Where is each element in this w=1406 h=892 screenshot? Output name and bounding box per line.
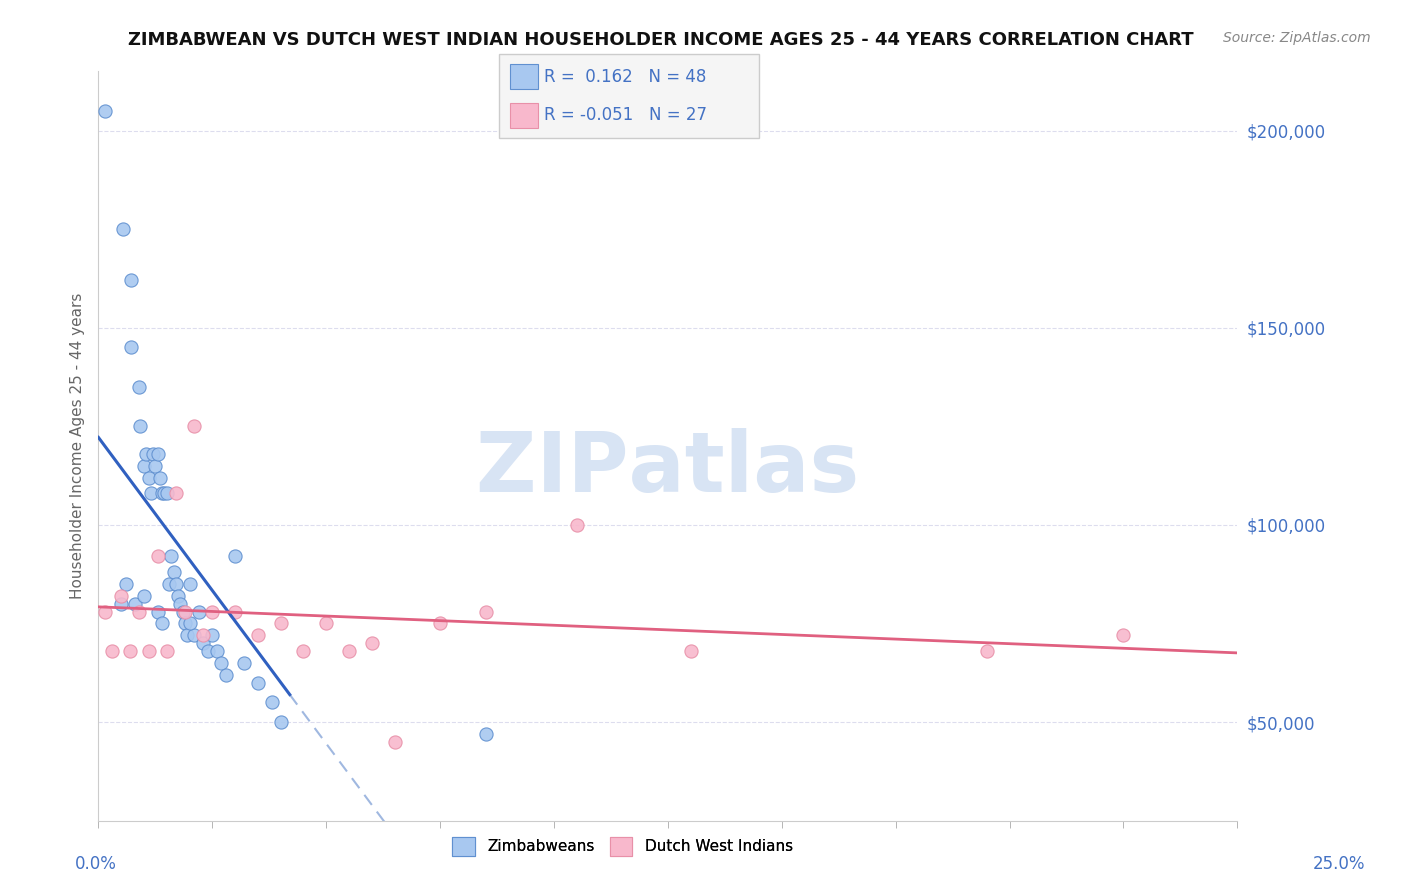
Point	[132, 589, 155, 603]
Point	[260, 695, 283, 709]
Point	[679, 644, 702, 658]
Text: R = -0.051   N = 27: R = -0.051 N = 27	[544, 106, 707, 124]
Point	[153, 486, 176, 500]
Point	[246, 675, 269, 690]
Point	[337, 644, 360, 658]
Point	[114, 577, 136, 591]
Point	[209, 656, 232, 670]
Text: Source: ZipAtlas.com: Source: ZipAtlas.com	[1223, 31, 1371, 45]
Point	[150, 616, 173, 631]
Point	[270, 714, 292, 729]
Point	[193, 628, 215, 642]
Point	[149, 470, 172, 484]
Point	[384, 735, 406, 749]
Y-axis label: Householder Income Ages 25 - 44 years: Householder Income Ages 25 - 44 years	[69, 293, 84, 599]
Text: R =  0.162   N = 48: R = 0.162 N = 48	[544, 68, 706, 86]
Point	[193, 636, 215, 650]
Point	[183, 628, 205, 642]
Point	[174, 605, 197, 619]
Point	[315, 616, 337, 631]
Point	[224, 549, 246, 564]
Point	[201, 605, 224, 619]
Point	[150, 486, 173, 500]
Point	[169, 597, 191, 611]
Point	[197, 644, 219, 658]
Point	[94, 605, 117, 619]
Point	[233, 656, 256, 670]
Point	[142, 447, 165, 461]
Point	[101, 644, 124, 658]
Point	[145, 458, 167, 473]
Point	[224, 605, 246, 619]
Point	[167, 589, 190, 603]
Point	[139, 486, 162, 500]
Point	[156, 486, 179, 500]
Point	[292, 644, 315, 658]
Point	[132, 458, 155, 473]
Point	[156, 644, 179, 658]
Point	[172, 605, 194, 619]
Point	[1112, 628, 1135, 642]
Point	[205, 644, 228, 658]
Point	[474, 727, 496, 741]
Point	[138, 644, 160, 658]
Point	[165, 486, 187, 500]
Point	[165, 577, 187, 591]
Point	[179, 616, 201, 631]
Point	[270, 616, 292, 631]
Point	[112, 222, 135, 236]
Legend: Zimbabweans, Dutch West Indians: Zimbabweans, Dutch West Indians	[446, 830, 799, 862]
Point	[360, 636, 382, 650]
Text: 0.0%: 0.0%	[75, 855, 117, 872]
Point	[183, 419, 205, 434]
Point	[146, 549, 169, 564]
Point	[110, 597, 132, 611]
Point	[976, 644, 998, 658]
Text: ZIP​atlas: ZIP​atlas	[477, 428, 859, 509]
Point	[157, 577, 180, 591]
Point	[162, 565, 184, 579]
Point	[124, 597, 146, 611]
Point	[474, 605, 496, 619]
Point	[128, 605, 150, 619]
Point	[176, 628, 198, 642]
Point	[179, 577, 201, 591]
Point	[565, 517, 588, 532]
Point	[246, 628, 269, 642]
Point	[174, 616, 197, 631]
Point	[215, 667, 238, 681]
Point	[429, 616, 451, 631]
Text: ZIMBABWEAN VS DUTCH WEST INDIAN HOUSEHOLDER INCOME AGES 25 - 44 YEARS CORRELATIO: ZIMBABWEAN VS DUTCH WEST INDIAN HOUSEHOL…	[128, 31, 1194, 49]
Point	[110, 589, 132, 603]
Point	[146, 447, 169, 461]
Point	[138, 470, 160, 484]
Point	[201, 628, 224, 642]
Point	[128, 380, 150, 394]
Point	[146, 605, 169, 619]
Text: 25.0%: 25.0%	[1312, 855, 1365, 872]
Point	[160, 549, 183, 564]
Point	[120, 340, 142, 354]
Point	[120, 644, 142, 658]
Point	[135, 447, 157, 461]
Point	[129, 419, 152, 434]
Point	[187, 605, 209, 619]
Point	[120, 273, 142, 287]
Point	[94, 103, 117, 118]
